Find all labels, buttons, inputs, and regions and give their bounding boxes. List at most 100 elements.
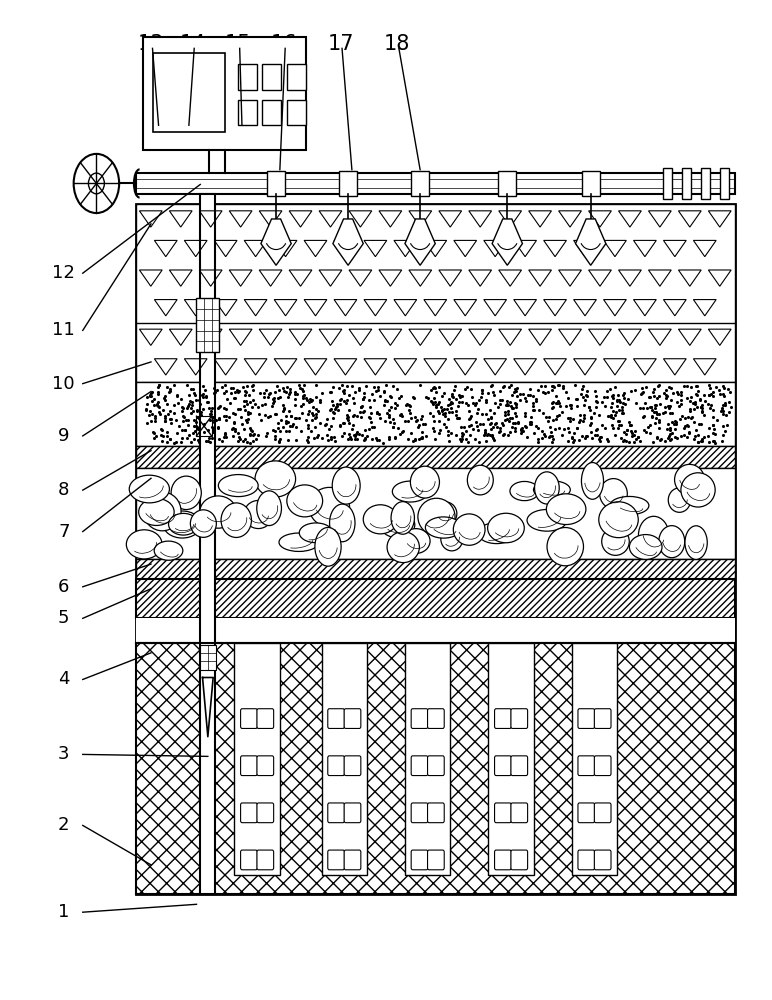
Point [187,381,199,397]
Point [340,392,353,408]
Ellipse shape [610,496,649,515]
Point [580,387,592,403]
Point [395,406,408,422]
Ellipse shape [380,512,415,538]
Point [604,399,617,415]
Point [422,390,435,406]
Point [169,434,181,450]
Point [599,420,611,436]
Point [202,433,215,449]
Point [670,414,682,430]
Point [366,419,378,435]
Point [590,399,602,415]
Point [510,383,522,399]
Point [644,399,656,415]
Point [368,379,381,395]
Point [494,423,506,439]
Point [236,379,249,395]
Point [229,421,242,437]
Point [244,435,256,451]
Point [356,427,368,443]
Point [338,385,350,401]
Point [453,410,466,426]
Point [264,408,276,424]
Point [579,392,591,408]
Point [645,399,658,415]
Point [164,403,176,419]
Point [171,425,184,441]
Point [560,398,572,414]
Point [193,392,205,408]
Point [644,425,656,441]
Point [168,435,180,451]
Point [391,397,403,413]
Point [157,402,169,418]
Point [208,422,220,438]
Point [604,381,616,397]
Point [679,410,691,426]
FancyBboxPatch shape [578,850,594,870]
Point [263,385,276,401]
Point [186,397,198,413]
Point [543,429,555,445]
Point [362,421,374,437]
Circle shape [73,154,119,213]
FancyBboxPatch shape [257,756,273,776]
Point [554,377,566,393]
Point [698,407,710,423]
Point [296,390,309,406]
Point [652,414,665,430]
Text: 17: 17 [327,34,354,54]
Point [357,391,369,407]
Point [714,403,726,419]
Point [407,389,419,405]
Point [636,380,648,396]
Point [354,409,367,425]
Point [613,417,625,433]
Point [306,405,318,421]
Point [346,378,358,394]
Point [159,408,171,424]
Point [201,394,213,410]
Ellipse shape [300,523,333,543]
Point [494,383,506,399]
Point [649,397,662,413]
Point [310,409,323,425]
Point [618,390,630,406]
Point [152,398,164,414]
Point [717,380,730,396]
Point [334,417,346,433]
Point [388,415,401,431]
Bar [701,168,709,199]
Point [146,393,158,409]
Point [433,425,445,441]
Point [683,403,696,419]
Ellipse shape [547,494,586,525]
Point [222,391,234,407]
Point [659,382,672,398]
Point [593,407,605,423]
Point [259,396,271,412]
Point [628,423,641,439]
Point [439,419,452,435]
Point [506,410,518,426]
Point [556,404,568,420]
Point [312,403,324,419]
Point [314,394,327,410]
Ellipse shape [453,514,485,545]
Bar [235,643,280,875]
Point [314,392,327,408]
Point [554,398,566,414]
Point [479,422,491,438]
Bar [196,416,212,436]
Ellipse shape [164,511,201,538]
Ellipse shape [315,527,341,566]
Point [553,407,565,423]
Point [570,391,582,407]
Point [666,425,679,441]
Ellipse shape [685,526,707,559]
Point [489,416,501,432]
Point [578,407,591,423]
Point [641,400,653,416]
Point [285,408,297,424]
